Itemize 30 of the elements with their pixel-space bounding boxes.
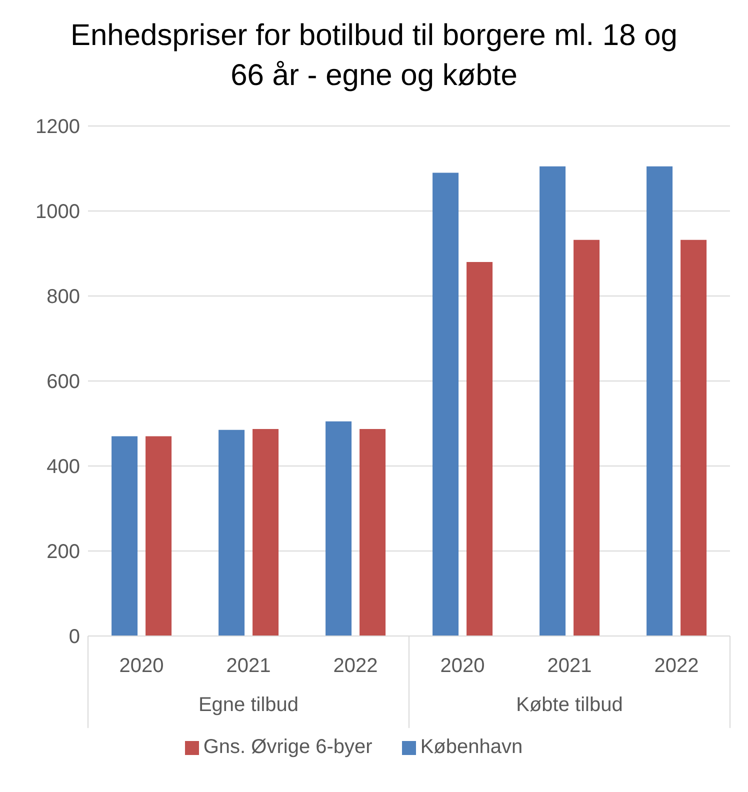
bar xyxy=(326,421,352,636)
chart-title: Enhedspriser for botilbud til borgere ml. 18 og 66 år - egne og købte xyxy=(69,18,678,94)
x-tick-label: 2020 xyxy=(440,655,485,678)
bar xyxy=(466,262,493,636)
y-tick-label: 800 xyxy=(46,286,80,308)
x-tick-label: 2022 xyxy=(333,655,378,678)
y-tick-label: 400 xyxy=(46,456,80,478)
y-tick-label: 600 xyxy=(46,371,80,394)
bar xyxy=(146,436,172,636)
bar xyxy=(540,166,566,636)
x-tick-label: 2020 xyxy=(119,655,164,678)
x-tick-label: 2021 xyxy=(547,655,592,678)
legend-label: København xyxy=(420,736,523,758)
legend-label: Gns. Øvrige 6-byer xyxy=(203,736,372,758)
bar xyxy=(680,240,707,636)
y-tick-label: 1200 xyxy=(36,116,80,138)
y-tick-label: 1000 xyxy=(36,201,80,224)
bar xyxy=(252,429,279,636)
bar xyxy=(218,430,245,636)
x-tick-label: 2021 xyxy=(226,655,271,678)
bar xyxy=(574,240,600,636)
bar xyxy=(112,436,138,636)
y-tick-label: 0 xyxy=(68,626,80,648)
bar xyxy=(646,166,673,636)
text: Købte tilbud xyxy=(516,694,623,716)
bar xyxy=(432,172,459,636)
y-tick-label: 200 xyxy=(46,541,80,564)
bar xyxy=(360,429,386,636)
x-tick-label: 2022 xyxy=(654,655,699,678)
text: Egne tilbud xyxy=(198,694,299,716)
